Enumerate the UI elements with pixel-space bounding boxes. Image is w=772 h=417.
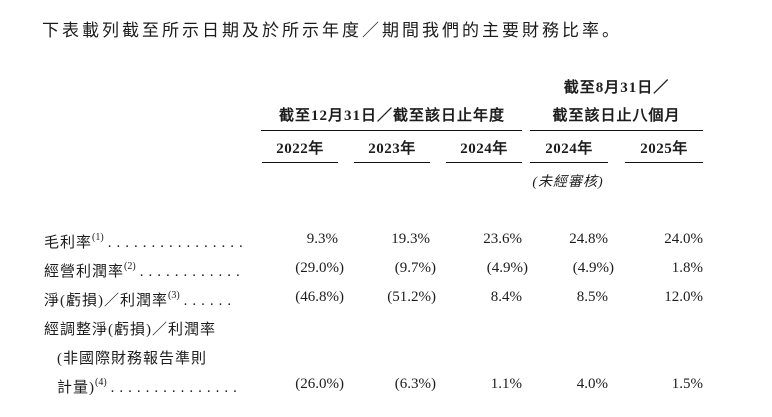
year-header-2024: 2024年 bbox=[446, 138, 522, 163]
cell-value: 24.8% bbox=[569, 231, 608, 247]
row-label: 經調整淨(虧損)／利潤率 bbox=[44, 318, 216, 339]
column-group-annual-title: 截至12月31日／截至該日止年度 bbox=[278, 108, 505, 124]
cell-value: 1.5% bbox=[671, 376, 703, 392]
column-group-interim-title-line1: 截至8月31日／ bbox=[563, 80, 670, 96]
footnote-marker: (1) bbox=[92, 232, 104, 243]
cell-value: (29.0%) bbox=[295, 260, 344, 276]
table-row-adjusted-margin-line2: (非國際財務報告準則 bbox=[0, 347, 772, 368]
dot-leader: ............... bbox=[110, 380, 242, 396]
cell-value: (26.0%) bbox=[295, 376, 344, 392]
cell-value: 24.0% bbox=[664, 231, 703, 247]
cell-value: 23.6% bbox=[483, 231, 522, 247]
cell-value: (9.7%) bbox=[394, 260, 436, 276]
row-label-text: (非國際財務報告準則 bbox=[57, 351, 207, 367]
footnote-marker: (3) bbox=[168, 290, 180, 301]
row-label: 經營利潤率(2)............ bbox=[44, 260, 245, 281]
row-label-text: 經營利潤率 bbox=[44, 264, 125, 280]
cell-value: 12.0% bbox=[664, 289, 703, 305]
row-label-text: 經調整淨(虧損)／利潤率 bbox=[44, 322, 216, 338]
row-label: 計量)(4)............... bbox=[57, 376, 242, 397]
row-label-text: 毛利率 bbox=[44, 235, 93, 251]
cell-value: (51.2%) bbox=[387, 289, 436, 305]
row-label-text: 淨(虧損)／利潤率 bbox=[44, 293, 168, 309]
table-row-adjusted-margin-line1: 經調整淨(虧損)／利潤率 bbox=[0, 318, 772, 339]
cell-value: 4.0% bbox=[576, 376, 608, 392]
table-row-net-margin: 淨(虧損)／利潤率(3)...... (46.8%) (51.2%) 8.4% … bbox=[0, 289, 772, 310]
cell-value: (46.8%) bbox=[295, 289, 344, 305]
annual-group-rule bbox=[261, 130, 522, 131]
year-header-2025: 2025年 bbox=[625, 138, 703, 163]
year-header-2022: 2022年 bbox=[262, 138, 338, 163]
unaudited-note: (未經審核) bbox=[532, 175, 604, 190]
row-label: 淨(虧損)／利潤率(3)...... bbox=[44, 289, 236, 310]
year-header-2023: 2023年 bbox=[354, 138, 430, 163]
table-row-adjusted-margin-values: 計量)(4)............... (26.0%) (6.3%) 1.1… bbox=[0, 376, 772, 397]
footnote-marker: (4) bbox=[95, 377, 107, 388]
row-label: 毛利率(1)................ bbox=[44, 231, 248, 252]
cell-value: 1.8% bbox=[671, 260, 703, 276]
row-label-text: 計量) bbox=[57, 380, 95, 396]
dot-leader: ............ bbox=[139, 264, 245, 280]
cell-value: 8.4% bbox=[490, 289, 522, 305]
cell-value: (6.3%) bbox=[394, 376, 436, 392]
cell-value: 9.3% bbox=[306, 231, 338, 247]
cell-value: (4.9%) bbox=[486, 260, 528, 276]
cell-value: 19.3% bbox=[391, 231, 430, 247]
column-group-interim-title-line2: 截至該日止八個月 bbox=[552, 108, 681, 124]
cell-value: 1.1% bbox=[490, 376, 522, 392]
cell-value: (4.9%) bbox=[572, 260, 614, 276]
row-label: (非國際財務報告準則 bbox=[57, 347, 207, 368]
table-row-gross-margin: 毛利率(1)................ 9.3% 19.3% 23.6% … bbox=[0, 231, 772, 252]
dot-leader: ................ bbox=[107, 235, 248, 251]
intro-text: 下表載列截至所示日期及於所示年度／期間我們的主要財務比率。 bbox=[42, 21, 622, 40]
cell-value: 8.5% bbox=[576, 289, 608, 305]
interim-group-rule bbox=[530, 130, 703, 131]
footnote-marker: (2) bbox=[124, 261, 136, 272]
table-row-operating-margin: 經營利潤率(2)............ (29.0%) (9.7%) (4.9… bbox=[0, 260, 772, 281]
dot-leader: ...... bbox=[183, 293, 237, 309]
year-header-2024-interim: 2024年 bbox=[530, 138, 608, 163]
